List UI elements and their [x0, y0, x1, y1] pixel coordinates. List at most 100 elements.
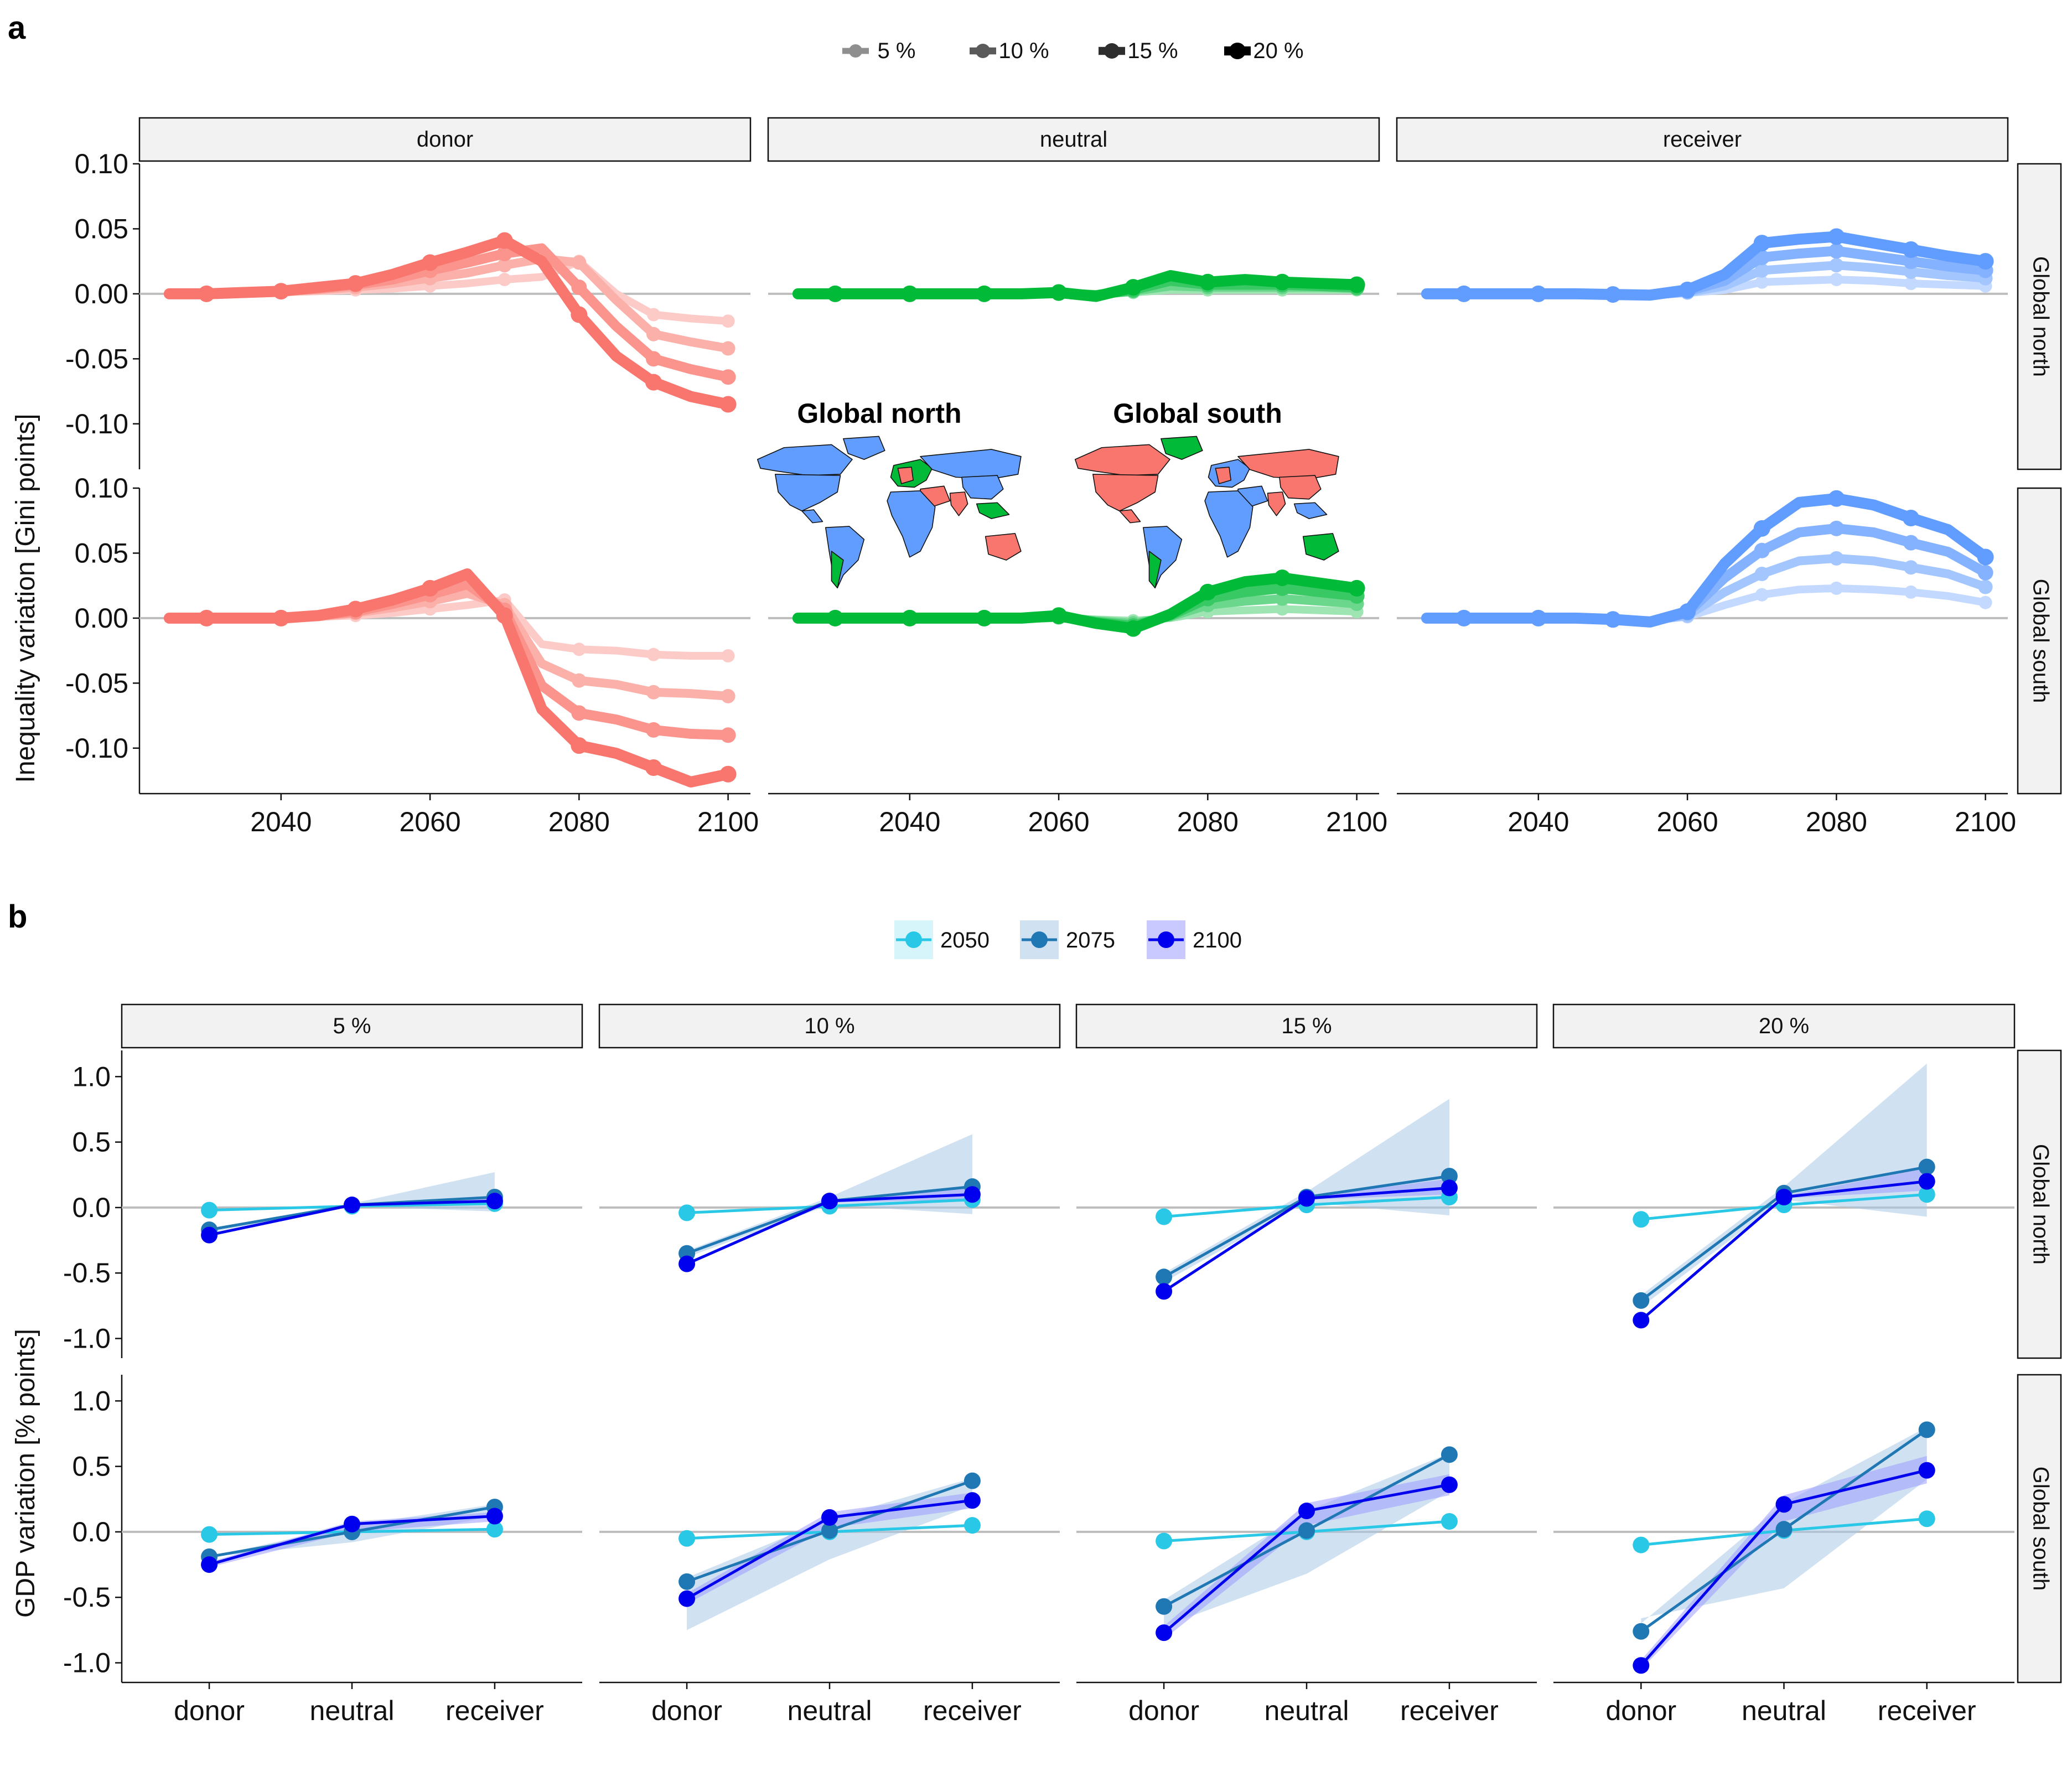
data-point — [720, 369, 736, 385]
data-point — [571, 705, 587, 721]
data-point — [497, 258, 512, 273]
data-point — [201, 1556, 218, 1573]
y-tick-label: 0.10 — [75, 473, 128, 504]
data-point — [1156, 1532, 1173, 1550]
map-region-sea — [976, 502, 1010, 519]
data-point — [678, 1590, 696, 1607]
data-point — [571, 306, 588, 323]
data-point — [272, 609, 289, 626]
map-title-south: Global south — [1113, 398, 1282, 429]
data-point — [646, 648, 660, 661]
data-point — [1348, 579, 1365, 597]
x-tick-label: 2060 — [399, 806, 460, 837]
data-point — [347, 275, 364, 292]
x-tick-label-donor: donor — [1128, 1695, 1199, 1726]
data-point — [1348, 276, 1365, 293]
legend-key-point — [905, 931, 922, 948]
map-region-cn — [1279, 475, 1322, 500]
legend-key-point — [849, 44, 862, 58]
y-tick-label: -0.05 — [65, 343, 128, 374]
x-tick-label: 2080 — [1806, 806, 1867, 837]
x-tick-label-receiver: receiver — [1400, 1695, 1499, 1726]
y-tick-label: 0.10 — [75, 148, 128, 179]
series-line-20 % — [792, 572, 1363, 634]
x-tick-label-neutral: neutral — [310, 1695, 395, 1726]
data-point — [1273, 273, 1291, 291]
data-point — [1441, 1476, 1458, 1493]
x-tick-label-neutral: neutral — [1265, 1695, 1349, 1726]
data-point — [1828, 228, 1845, 245]
data-point — [1918, 1510, 1935, 1527]
x-tick-label: 2040 — [879, 806, 940, 837]
data-point — [1775, 1188, 1793, 1205]
data-point — [1829, 258, 1844, 273]
data-point — [1918, 1462, 1935, 1479]
data-point — [1830, 273, 1843, 287]
data-point — [571, 737, 588, 754]
x-tick-label-donor: donor — [174, 1695, 245, 1726]
data-point — [1633, 1292, 1650, 1309]
panel-a-label: a — [8, 10, 26, 46]
y-tick-label: 0.00 — [75, 603, 128, 634]
data-point — [1754, 263, 1769, 278]
map-region-ca — [1074, 444, 1170, 476]
map-region-na — [1119, 509, 1141, 524]
data-point — [344, 1515, 360, 1532]
map-region-gl — [843, 436, 885, 460]
data-point — [1633, 1657, 1650, 1674]
data-point — [964, 1517, 981, 1534]
series-line-20 % — [1421, 231, 1991, 301]
x-tick-label: 2040 — [250, 806, 312, 837]
x-tick-label-neutral: neutral — [1742, 1695, 1826, 1726]
map-global-north: Global north — [757, 398, 1022, 589]
legend-key-point — [1229, 43, 1246, 59]
data-point — [344, 1197, 360, 1214]
map-region-au — [1302, 533, 1339, 561]
data-point — [646, 685, 661, 700]
data-point — [1903, 560, 1918, 575]
data-point — [1125, 279, 1142, 296]
data-point — [1679, 603, 1696, 620]
data-point — [1903, 253, 1919, 270]
data-point — [976, 285, 993, 302]
data-point — [1050, 607, 1068, 624]
data-point — [496, 232, 513, 249]
x-tick-label-neutral: neutral — [788, 1695, 872, 1726]
data-point — [1050, 284, 1068, 301]
data-point — [1273, 569, 1291, 587]
data-point — [201, 1526, 218, 1543]
data-point — [198, 285, 215, 302]
y-tick-label: 0.05 — [75, 537, 128, 568]
data-point — [1633, 1623, 1650, 1640]
data-point — [1633, 1536, 1650, 1553]
data-point — [1530, 285, 1547, 302]
x-tick-label-receiver: receiver — [446, 1695, 544, 1726]
map-region-in — [949, 491, 968, 516]
map-region-gl — [1161, 436, 1203, 460]
data-point — [201, 1226, 218, 1244]
y-axis-title-a: Inequality variation [Gini points] — [11, 413, 40, 783]
y-tick-label: 0.05 — [75, 213, 128, 244]
map-region-au — [985, 533, 1022, 561]
strip-10 % — [598, 1003, 1061, 1049]
y-tick-label: -0.10 — [65, 408, 128, 439]
data-point — [1755, 588, 1769, 602]
strip-label-2: 15 % — [1281, 1014, 1332, 1038]
strip-receiver — [1396, 117, 2009, 162]
map-region-eu2 — [1215, 467, 1231, 484]
panel-b-label: b — [8, 899, 27, 935]
x-tick-label: 2080 — [548, 806, 610, 837]
data-point — [1530, 609, 1547, 626]
y-tick-label: 0.5 — [72, 1451, 111, 1482]
strip-row-1 — [2017, 487, 2062, 795]
data-point — [1977, 565, 1993, 581]
legend-label-3: 20 % — [1253, 39, 1303, 63]
legend-label-2: 15 % — [1127, 39, 1178, 63]
x-tick-label-receiver: receiver — [1878, 1695, 1976, 1726]
data-point — [347, 600, 364, 618]
legend-label-2075: 2075 — [1066, 928, 1115, 952]
x-tick-label: 2100 — [697, 806, 759, 837]
y-tick-label: 0.5 — [72, 1127, 111, 1158]
data-point — [201, 1202, 218, 1219]
